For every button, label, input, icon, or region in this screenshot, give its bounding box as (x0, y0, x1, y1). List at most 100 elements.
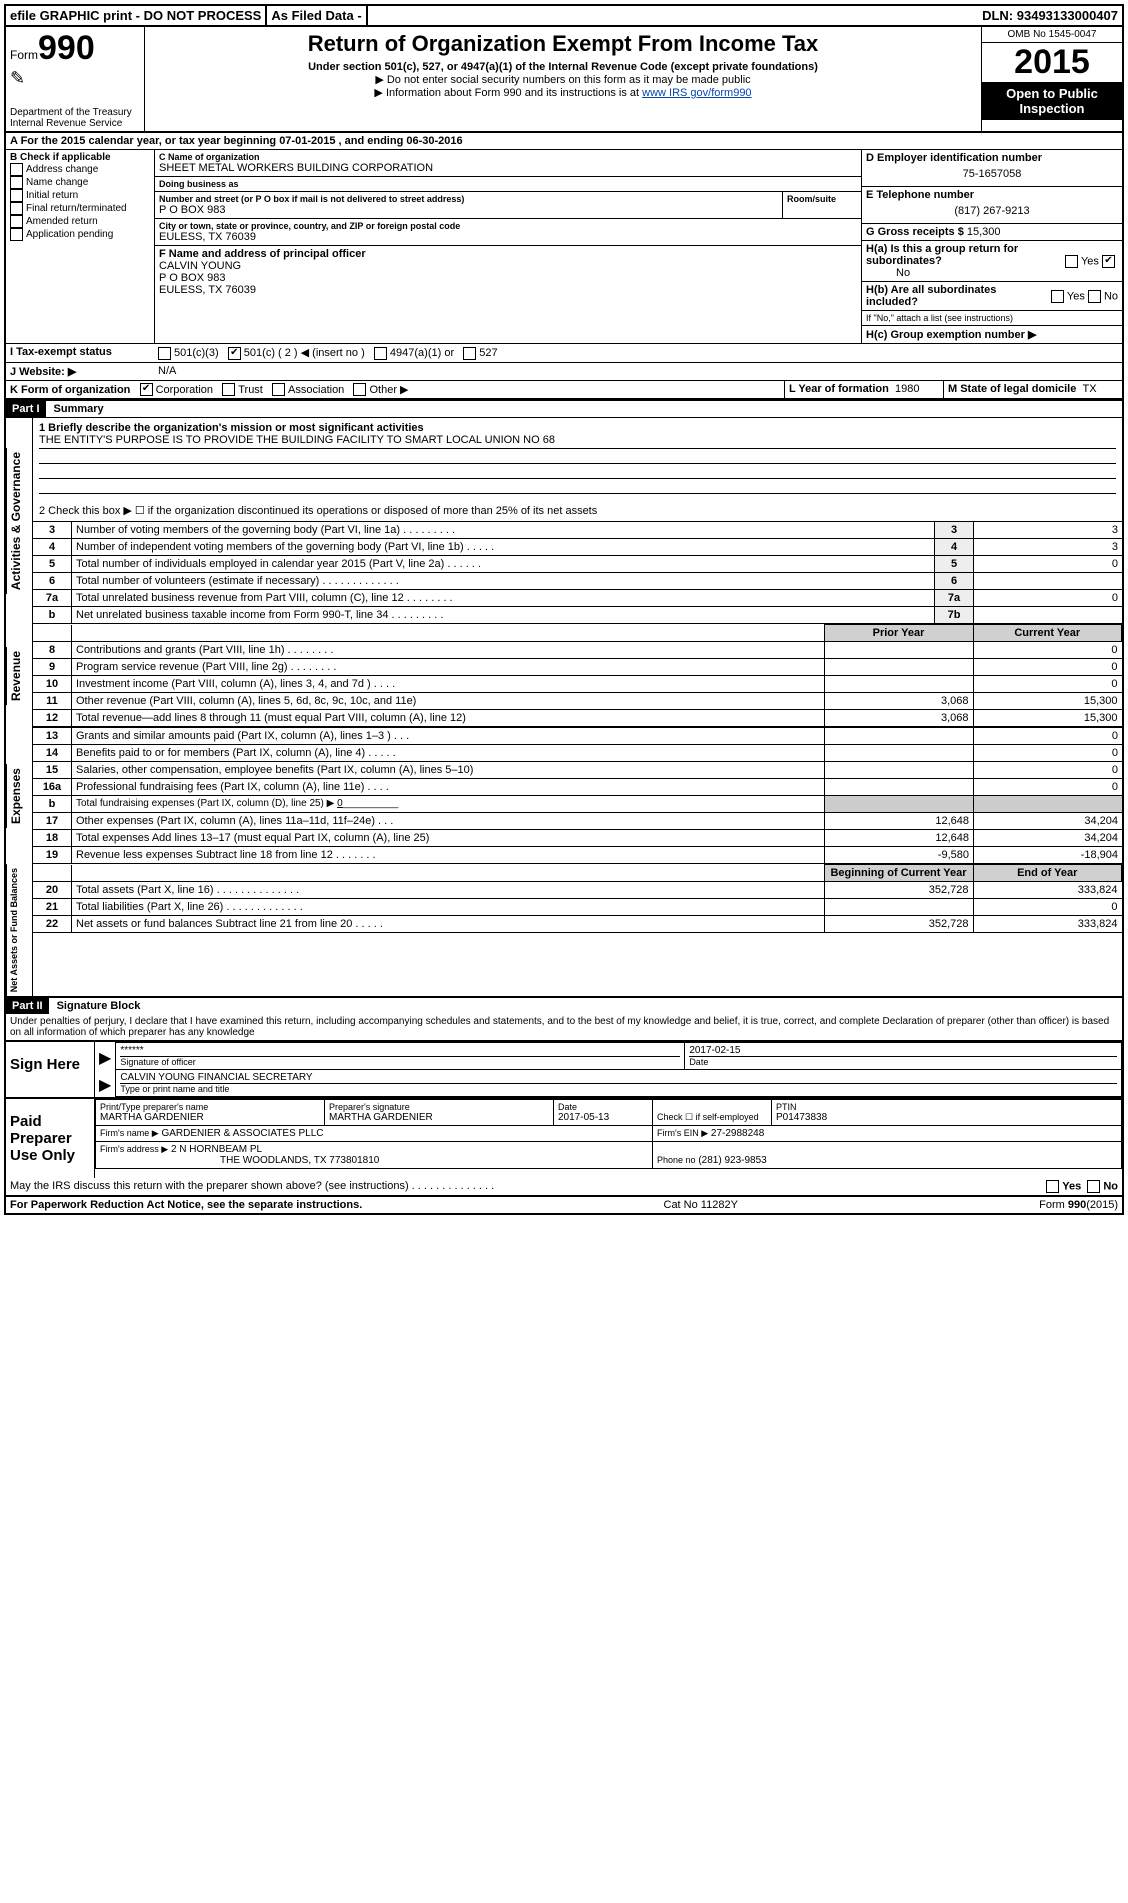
paid-preparer-label: Paid Preparer Use Only (6, 1099, 95, 1178)
prep-sig-label: Preparer's signature (329, 1102, 549, 1112)
sign-here-label: Sign Here (6, 1042, 95, 1097)
firm-addr2: THE WOODLANDS, TX 773801810 (220, 1155, 379, 1166)
revenue-block: Revenue Prior YearCurrent Year8Contribut… (6, 624, 1122, 727)
vtab-revenue: Revenue (6, 647, 25, 705)
part-i-header: Part ISummary (6, 399, 1122, 417)
footer: For Paperwork Reduction Act Notice, see … (6, 1196, 1122, 1213)
city-value: EULESS, TX 76039 (159, 231, 857, 243)
chk-initial-return[interactable]: Initial return (26, 190, 78, 201)
col-d-contact: D Employer identification number 75-1657… (862, 150, 1122, 343)
form-container: efile GRAPHIC print - DO NOT PROCESS As … (4, 4, 1124, 1215)
ssn-notice: ▶ Do not enter social security numbers o… (149, 73, 977, 86)
room-label: Room/suite (787, 194, 857, 204)
gross-receipts: G Gross receipts $ 15,300 (862, 224, 1122, 241)
chk-address-change[interactable]: Address change (26, 164, 98, 175)
h-b-note: If "No," attach a list (see instructions… (862, 311, 1122, 326)
q1-label: 1 Briefly describe the organization's mi… (39, 422, 1116, 434)
officer-name: CALVIN YOUNG (159, 260, 857, 272)
cat-no: Cat No 11282Y (664, 1199, 738, 1211)
col-c-org-info: C Name of organization SHEET METAL WORKE… (155, 150, 862, 343)
firm-addr-label: Firm's address ▶ (100, 1144, 168, 1154)
topbar: efile GRAPHIC print - DO NOT PROCESS As … (6, 6, 1122, 27)
irs-label: Internal Revenue Service (10, 118, 140, 129)
dba-label: Doing business as (159, 179, 857, 189)
vtab-net-assets: Net Assets or Fund Balances (6, 864, 21, 996)
signature-redacted: ****** (120, 1045, 680, 1056)
col-b-title: B Check if applicable (10, 152, 150, 163)
form-subtitle: Under section 501(c), 527, or 4947(a)(1)… (149, 61, 977, 73)
officer-city: EULESS, TX 76039 (159, 284, 857, 296)
firm-ein-label: Firm's EIN ▶ (657, 1128, 708, 1138)
header: Form990 ✎ Department of the Treasury Int… (6, 27, 1122, 133)
entity-info-grid: B Check if applicable Address change Nam… (6, 150, 1122, 344)
firm-addr: 2 N HORNBEAM PL (171, 1144, 262, 1155)
firm-name: GARDENIER & ASSOCIATES PLLC (161, 1128, 323, 1139)
irs-gov-link[interactable]: www IRS gov/form990 (642, 87, 751, 99)
ptin-value: P01473838 (776, 1112, 1117, 1123)
h-c-exemption: H(c) Group exemption number ▶ (862, 326, 1122, 343)
ein-value: 75-1657058 (866, 164, 1118, 184)
prep-sig: MARTHA GARDENIER (329, 1112, 549, 1123)
prep-date: 2017-05-13 (558, 1112, 648, 1123)
vtab-activities: Activities & Governance (6, 448, 25, 594)
chk-application-pending[interactable]: Application pending (26, 229, 113, 240)
sig-date: 2017-02-15 (689, 1045, 1117, 1056)
chk-final-return[interactable]: Final return/terminated (26, 203, 127, 214)
dln: DLN: 93493133000407 (978, 6, 1122, 25)
ptin-label: PTIN (776, 1102, 1117, 1112)
open-inspection: Open to Public Inspection (982, 82, 1122, 120)
tel-value: (817) 267-9213 (866, 201, 1118, 221)
perjury-statement: Under penalties of perjury, I declare th… (6, 1014, 1122, 1040)
info-link-line: ▶ Information about Form 990 and its ins… (149, 86, 977, 99)
prep-name-label: Print/Type preparer's name (100, 1102, 320, 1112)
prep-date-label: Date (558, 1102, 648, 1112)
street-label: Number and street (or P O box if mail is… (159, 194, 778, 204)
governance-table: 3Number of voting members of the governi… (33, 521, 1122, 624)
chk-name-change[interactable]: Name change (26, 177, 88, 188)
row-k-form-org: K Form of organization ✔Corporation Trus… (6, 381, 1122, 400)
self-employed-chk[interactable]: Check ☐ if self-employed (653, 1100, 772, 1126)
tax-year: 2015 (982, 42, 1122, 82)
form-number: Form990 (10, 29, 140, 68)
dept-treasury: Department of the Treasury (10, 107, 140, 118)
sign-here-block: Sign Here ▶ ****** Signature of officer … (6, 1040, 1122, 1097)
vtab-expenses: Expenses (6, 764, 25, 828)
expenses-block: Expenses 13Grants and similar amounts pa… (6, 727, 1122, 864)
efile-notice: efile GRAPHIC print - DO NOT PROCESS (6, 6, 267, 25)
h-a-group-return: H(a) Is this a group return for subordin… (862, 241, 1122, 282)
tel-label: E Telephone number (866, 189, 1118, 201)
city-label: City or town, state or province, country… (159, 221, 857, 231)
net-assets-table: Beginning of Current YearEnd of Year20To… (33, 864, 1122, 933)
part-ii-header: Part IISignature Block (6, 996, 1122, 1014)
net-assets-block: Net Assets or Fund Balances Beginning of… (6, 864, 1122, 996)
q1-text: THE ENTITY'S PURPOSE IS TO PROVIDE THE B… (39, 434, 1116, 449)
section-a-tax-year: A For the 2015 calendar year, or tax yea… (6, 133, 1122, 150)
row-i-tax-exempt: I Tax-exempt status 501(c)(3) ✔501(c) ( … (6, 344, 1122, 363)
h-b-subordinates: H(b) Are all subordinates included? Yes … (862, 282, 1122, 311)
sig-officer-label: Signature of officer (120, 1056, 680, 1067)
org-name-label: C Name of organization (159, 152, 857, 162)
officer-street: P O BOX 983 (159, 272, 857, 284)
firm-phone-label: Phone no (657, 1155, 696, 1165)
prep-name: MARTHA GARDENIER (100, 1112, 320, 1123)
activities-governance-block: Activities & Governance 1 Briefly descri… (6, 417, 1122, 624)
omb-number: OMB No 1545-0047 (982, 27, 1122, 42)
officer-label: F Name and address of principal officer (159, 248, 857, 260)
officer-type-label: Type or print name and title (120, 1083, 1117, 1094)
officer-printed-name: CALVIN YOUNG FINANCIAL SECRETARY (120, 1072, 1117, 1083)
q2-discontinued: 2 Check this box ▶ ☐ if the organization… (39, 504, 1116, 517)
pra-notice: For Paperwork Reduction Act Notice, see … (10, 1199, 362, 1211)
discuss-row: May the IRS discuss this return with the… (6, 1178, 1122, 1196)
expenses-table: 13Grants and similar amounts paid (Part … (33, 727, 1122, 864)
row-j-website: J Website: ▶ N/A (6, 363, 1122, 381)
street-value: P O BOX 983 (159, 204, 778, 216)
col-b-checkboxes: B Check if applicable Address change Nam… (6, 150, 155, 343)
firm-phone: (281) 923-9853 (698, 1155, 766, 1166)
ein-label: D Employer identification number (866, 152, 1118, 164)
form-title: Return of Organization Exempt From Incom… (149, 31, 977, 57)
chk-amended-return[interactable]: Amended return (26, 216, 98, 227)
firm-name-label: Firm's name ▶ (100, 1128, 159, 1138)
form-footer: Form 990(2015) (1039, 1199, 1118, 1211)
revenue-table: Prior YearCurrent Year8Contributions and… (33, 624, 1122, 727)
sig-date-label: Date (689, 1056, 1117, 1067)
